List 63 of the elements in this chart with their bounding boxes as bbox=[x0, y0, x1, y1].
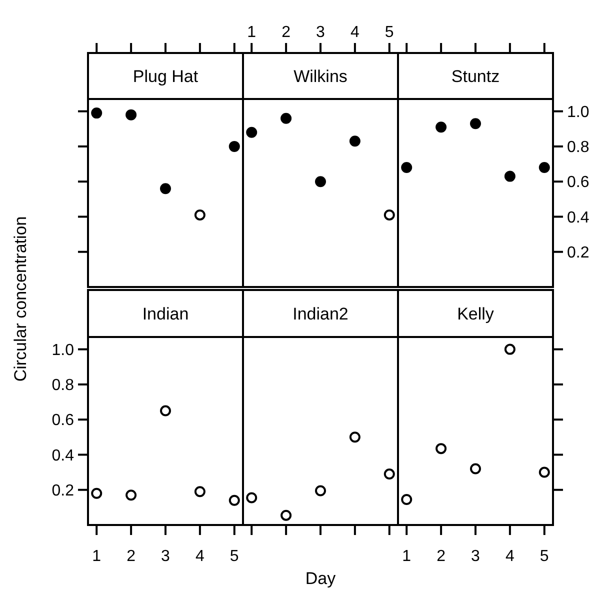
x-tick-label: 2 bbox=[282, 24, 291, 41]
point bbox=[91, 108, 102, 119]
point bbox=[228, 140, 240, 152]
point bbox=[315, 485, 326, 496]
point bbox=[194, 486, 206, 498]
y-tick-label: 0.4 bbox=[52, 447, 74, 464]
point bbox=[401, 494, 412, 506]
chart-title: Stuntz bbox=[451, 66, 500, 86]
point bbox=[280, 112, 292, 124]
x-tick-label: 5 bbox=[540, 548, 549, 565]
point bbox=[160, 405, 171, 416]
point bbox=[504, 170, 516, 182]
y-tick-label: 0.6 bbox=[567, 174, 590, 192]
point bbox=[538, 466, 550, 478]
point bbox=[246, 492, 258, 504]
y-tick-label: 0.6 bbox=[52, 412, 74, 430]
point bbox=[246, 126, 258, 138]
point bbox=[504, 344, 516, 355]
x-tick-label: 3 bbox=[161, 548, 170, 565]
x-tick-label: 4 bbox=[505, 548, 514, 565]
y-tick-label: 0.2 bbox=[567, 244, 590, 262]
chart-title: Indian2 bbox=[292, 304, 348, 324]
point bbox=[401, 162, 412, 174]
point bbox=[470, 463, 481, 474]
point bbox=[384, 468, 395, 480]
x-tick-label: 2 bbox=[126, 548, 136, 565]
point bbox=[349, 432, 360, 443]
point bbox=[315, 176, 326, 188]
y-axis-title: Circular concentration bbox=[11, 216, 30, 382]
x-tick-label: 2 bbox=[436, 548, 446, 565]
x-axis-title: Day bbox=[305, 569, 336, 588]
chart-title: Indian bbox=[142, 304, 189, 324]
y-tick-label: 0.4 bbox=[567, 209, 590, 226]
x-tick-label: 5 bbox=[230, 548, 239, 565]
chart-title: Plug Hat bbox=[132, 66, 198, 86]
point bbox=[384, 209, 395, 220]
point bbox=[436, 122, 447, 133]
point bbox=[470, 118, 481, 130]
x-tick-label: 4 bbox=[350, 24, 360, 41]
chart-title: Kelly bbox=[457, 304, 494, 324]
y-tick-label: 0.8 bbox=[567, 139, 590, 156]
chart-title: Wilkins bbox=[294, 66, 348, 86]
x-tick-label: 5 bbox=[384, 24, 394, 41]
point bbox=[280, 510, 292, 521]
y-tick-label: 1.0 bbox=[52, 342, 74, 359]
y-tick-label: 0.8 bbox=[52, 377, 74, 394]
point bbox=[126, 490, 137, 501]
point bbox=[436, 443, 447, 454]
point bbox=[538, 162, 550, 174]
x-tick-label: 1 bbox=[92, 548, 102, 565]
point bbox=[228, 494, 240, 506]
point bbox=[349, 136, 360, 147]
x-tick-label: 1 bbox=[247, 24, 256, 41]
point bbox=[126, 109, 137, 120]
point bbox=[160, 183, 171, 194]
point bbox=[194, 209, 206, 220]
y-tick-label: 1.0 bbox=[567, 104, 590, 121]
y-tick-label: 0.2 bbox=[52, 482, 74, 500]
x-tick-label: 4 bbox=[195, 548, 204, 565]
x-tick-label: 3 bbox=[471, 548, 480, 565]
x-tick-label: 1 bbox=[402, 548, 412, 565]
x-tick-label: 3 bbox=[316, 24, 326, 41]
point bbox=[91, 488, 102, 499]
